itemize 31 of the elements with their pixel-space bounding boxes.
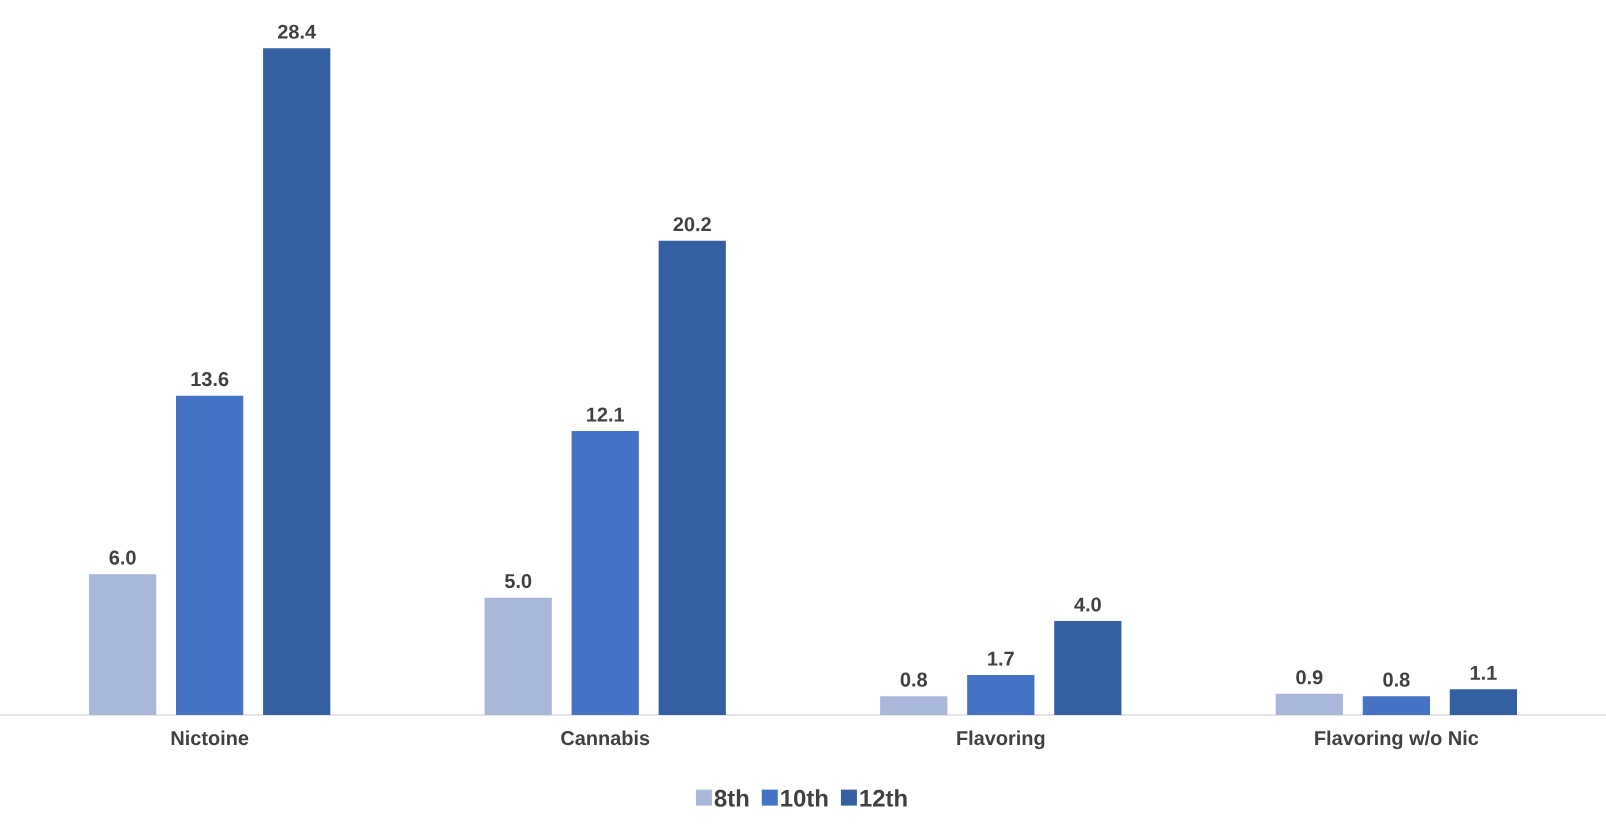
data-label: 6.0 [109, 550, 136, 565]
data-label: 13.6 [191, 372, 229, 387]
data-label: 28.4 [277, 24, 316, 39]
data-label: 5.0 [504, 574, 532, 589]
legend-label: 10th [781, 789, 828, 807]
data-label: 12.1 [587, 407, 625, 422]
legend-label: 12th [860, 789, 907, 807]
legend-label: 8th [714, 789, 749, 807]
x-tick-label: Flavoring [957, 730, 1045, 750]
data-label: 0.8 [900, 672, 928, 687]
bar [1275, 693, 1343, 715]
data-label: 0.8 [1383, 672, 1410, 687]
bar [484, 597, 552, 715]
bar [1449, 689, 1518, 715]
data-label: 0.9 [1296, 670, 1323, 685]
bar [89, 574, 157, 715]
bar [571, 430, 639, 715]
bar [1054, 621, 1122, 715]
x-tick-label: Flavoring w/o Nic [1315, 730, 1479, 750]
x-tick-label: Cannabis [561, 730, 650, 746]
data-label: 1.7 [988, 651, 1014, 666]
data-label: 4.0 [1074, 597, 1101, 612]
data-label: 20.2 [673, 217, 711, 232]
bar [880, 696, 948, 715]
bar [967, 675, 1035, 715]
data-label: 1.1 [1470, 665, 1497, 680]
bar [658, 240, 726, 715]
bar [1362, 696, 1430, 715]
bar [263, 48, 331, 715]
x-tick-label: Nictoine [171, 730, 249, 746]
bar [176, 395, 244, 715]
